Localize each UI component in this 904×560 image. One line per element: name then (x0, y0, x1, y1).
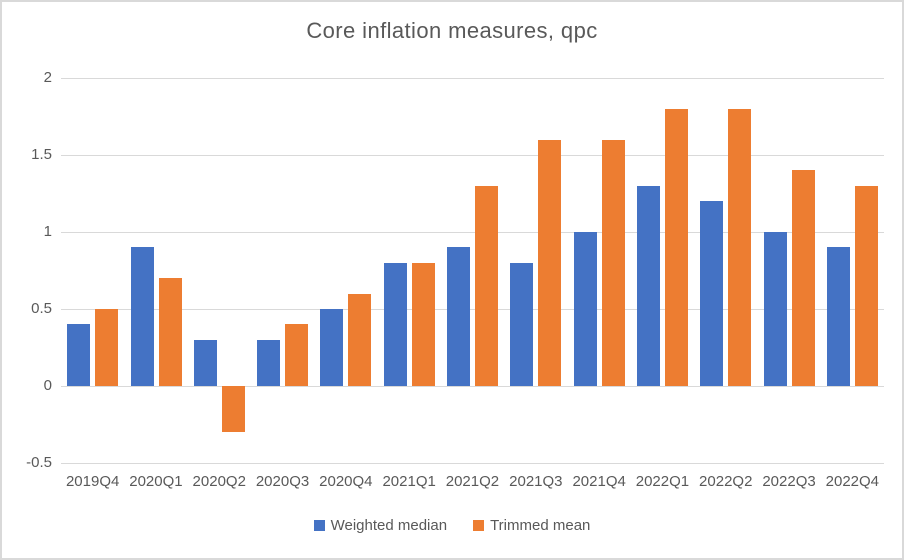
y-axis-tick-label: 0 (43, 377, 52, 394)
bar-weighted-median-2020q2 (193, 339, 217, 386)
bar-weighted-median-2021q2 (447, 247, 470, 386)
bar-weighted-median-2021q3 (510, 262, 534, 386)
legend-swatch-trimmed-mean (473, 520, 485, 531)
x-axis-tick-label: 2021Q4 (572, 473, 626, 490)
x-axis-tick-label: 2020Q3 (255, 473, 310, 490)
bar-weighted-median-2019q4 (67, 324, 91, 386)
gridline (61, 155, 884, 156)
x-axis-tick-label: 2022Q2 (699, 473, 753, 490)
y-axis-tick-label: -0.5 (26, 454, 52, 471)
legend-label: Weighted median (330, 517, 448, 534)
x-axis-tick-label: 2022Q1 (635, 473, 690, 490)
x-axis-tick-label: 2020Q2 (192, 473, 246, 490)
chart-title: Core inflation measures, qpc (306, 18, 598, 43)
gridline (61, 463, 884, 464)
legend: Weighted median Trimmed mean (2, 517, 902, 534)
bar-weighted-median-2021q4 (573, 232, 597, 386)
x-axis-tick-label: 2020Q1 (129, 473, 183, 490)
x-axis-tick-label: 2021Q1 (382, 473, 436, 490)
bar-weighted-median-2022q4 (826, 247, 850, 386)
y-axis-tick-label: 1 (43, 223, 52, 240)
gridline (61, 309, 884, 310)
bar-weighted-median-2020q4 (320, 309, 344, 386)
legend-item-trimmed-mean: Trimmed mean (473, 517, 590, 534)
x-axis-tick-label: 2021Q3 (509, 473, 563, 490)
bar-weighted-median-2022q1 (636, 185, 660, 386)
bar-trimmed-mean-2020q4 (348, 293, 372, 386)
bar-trimmed-mean-2020q2 (221, 386, 245, 433)
legend-swatch-weighted-median (313, 520, 325, 531)
legend-label: Trimmed mean (490, 517, 591, 534)
bar-trimmed-mean-2022q4 (854, 185, 878, 386)
bar-trimmed-mean-2021q4 (601, 139, 625, 386)
y-axis-tick-label: 2 (43, 69, 52, 86)
gridline (61, 232, 884, 233)
bar-trimmed-mean-2022q2 (728, 108, 752, 386)
bar-trimmed-mean-2020q1 (158, 278, 182, 386)
bar-trimmed-mean-2020q3 (285, 324, 309, 386)
gridline (61, 386, 884, 387)
y-axis-tick-label: 0.5 (31, 300, 52, 317)
bar-trimmed-mean-2019q4 (95, 309, 119, 386)
bar-weighted-median-2021q1 (383, 262, 407, 386)
bar-weighted-median-2020q3 (257, 339, 281, 386)
bar-trimmed-mean-2021q2 (475, 185, 498, 386)
bar-trimmed-mean-2022q1 (664, 108, 688, 386)
x-axis-tick-label: 2019Q4 (65, 473, 120, 490)
gridline (61, 78, 884, 79)
x-axis-tick-label: 2022Q4 (825, 473, 880, 490)
bar-weighted-median-2022q3 (763, 232, 787, 386)
bar-trimmed-mean-2021q3 (538, 139, 562, 386)
x-axis-tick-label: 2022Q3 (762, 473, 816, 490)
bar-weighted-median-2020q1 (130, 247, 154, 386)
x-axis-tick-label: 2021Q2 (445, 473, 500, 490)
bar-weighted-median-2022q2 (700, 201, 724, 386)
bar-trimmed-mean-2021q1 (411, 262, 435, 386)
bar-trimmed-mean-2022q3 (791, 170, 815, 386)
x-axis-tick-label: 2020Q4 (319, 473, 373, 490)
legend-item-weighted-median: Weighted median (313, 517, 448, 534)
y-axis-tick-label: 1.5 (31, 146, 52, 163)
